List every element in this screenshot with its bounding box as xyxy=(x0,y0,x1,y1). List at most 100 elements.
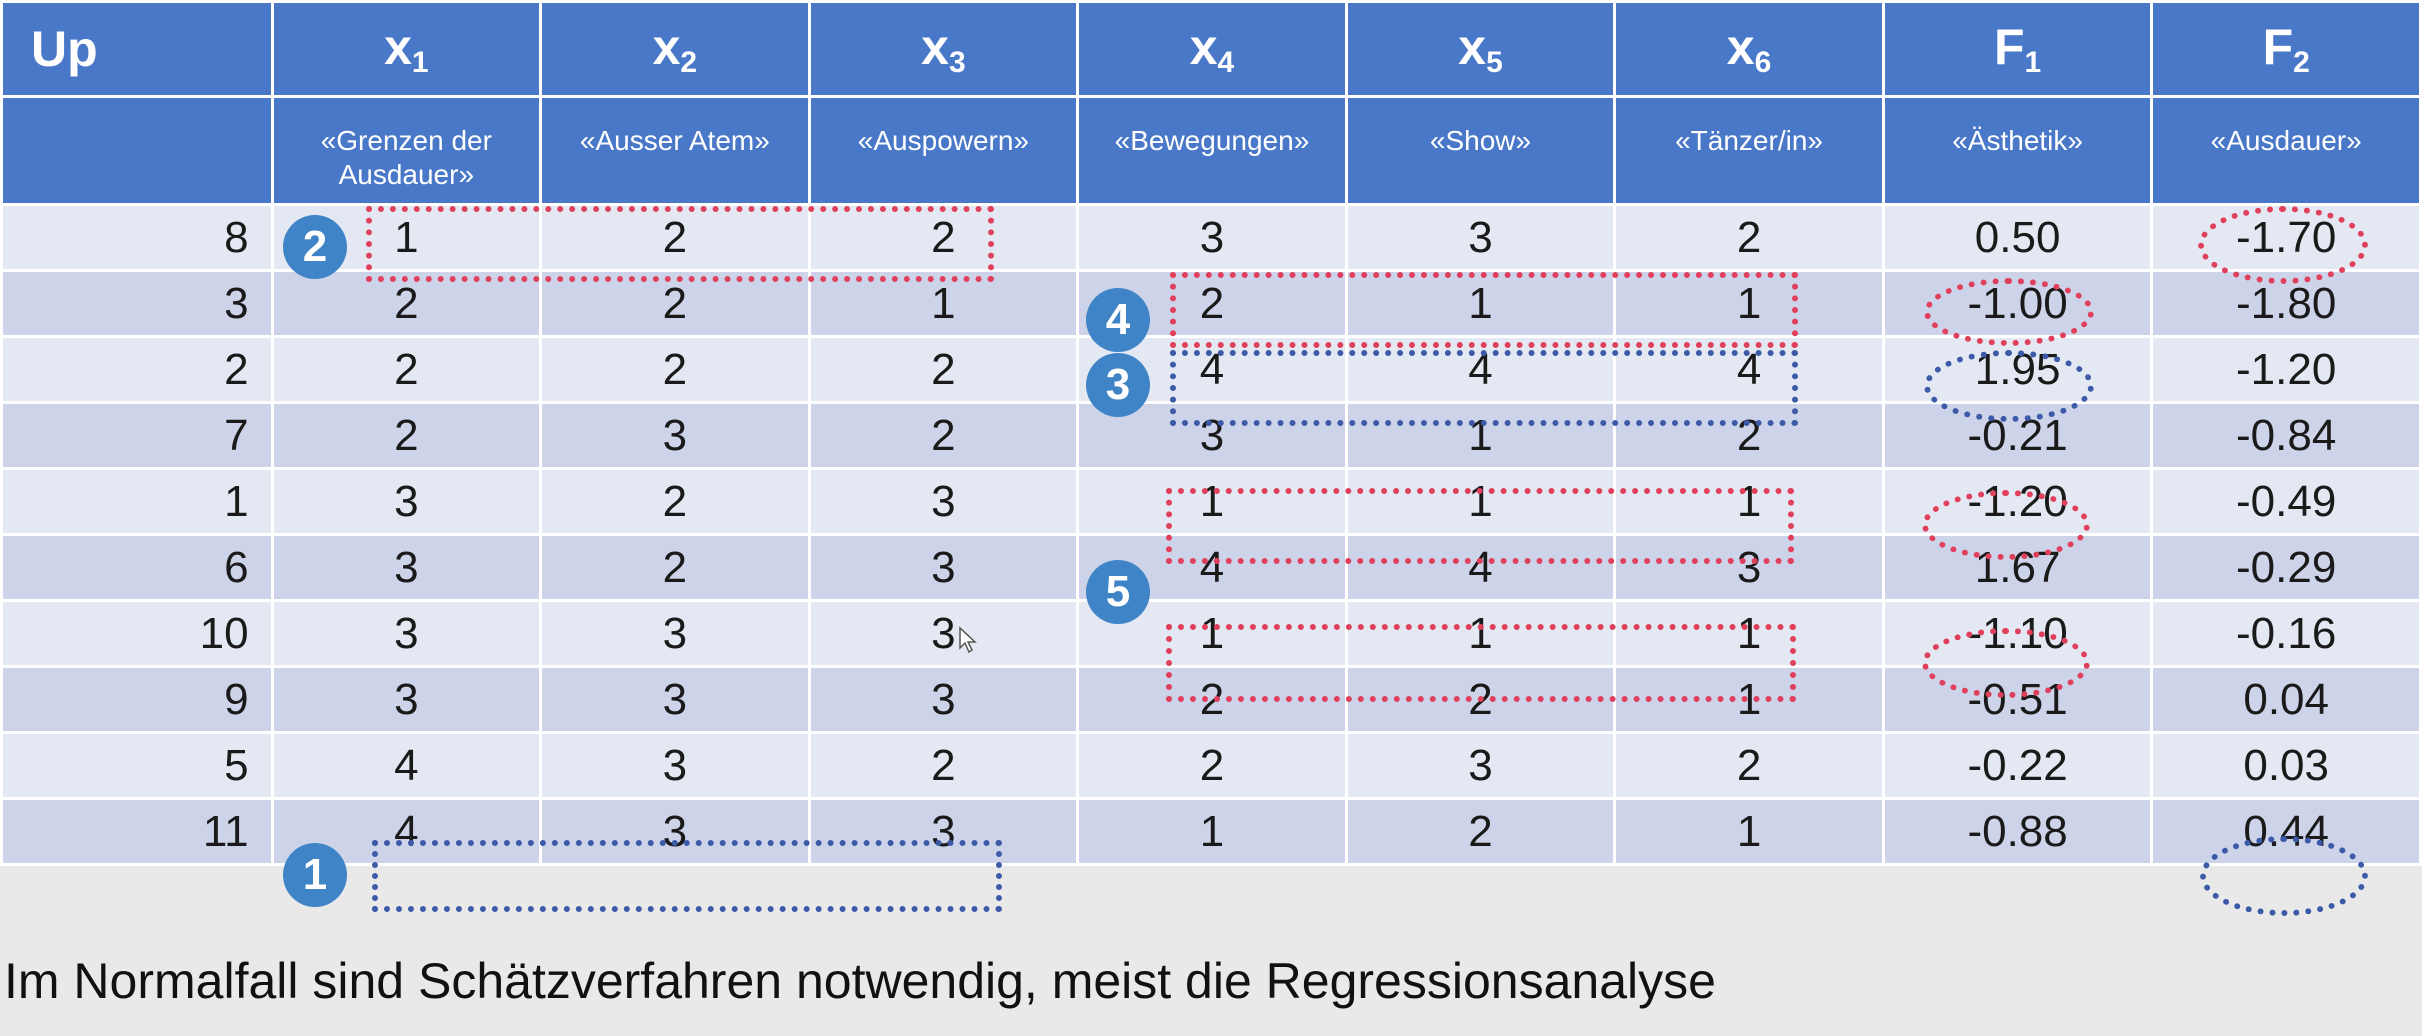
label-up xyxy=(0,95,274,206)
cell-x3: 3 xyxy=(807,599,1080,668)
cell-x5: 4 xyxy=(1344,533,1617,602)
table-row: 5 4 3 2 2 3 2 -0.22 0.03 xyxy=(0,731,2422,800)
cell-f2: -1.20 xyxy=(2150,335,2422,404)
header-x6: x6 xyxy=(1613,0,1885,98)
header-labels-row: «Grenzen der Ausdauer» «Ausser Atem» «Au… xyxy=(0,95,2422,206)
cell-x1: 2 xyxy=(270,335,543,404)
cell-x2: 2 xyxy=(539,335,811,404)
cell-f1: -1.20 xyxy=(1881,467,2154,536)
cell-x6: 1 xyxy=(1613,269,1885,338)
cell-x2: 2 xyxy=(539,269,811,338)
cell-f1: -0.21 xyxy=(1881,401,2154,470)
table-row: 10 3 3 3 1 1 1 -1.10 -0.16 xyxy=(0,599,2422,668)
mouse-pointer-icon xyxy=(959,626,977,654)
cell-x4: 1 xyxy=(1076,797,1348,866)
cell-x6: 4 xyxy=(1613,335,1885,404)
cell-x3: 2 xyxy=(807,335,1080,404)
table-row: 8 1 2 2 3 3 2 0.50 -1.70 xyxy=(0,203,2422,272)
label-f1: «Ästhetik» xyxy=(1881,95,2154,206)
table-row: 2 2 2 2 4 4 4 1.95 -1.20 xyxy=(0,335,2422,404)
cell-x1: 3 xyxy=(270,533,543,602)
cell-x2: 3 xyxy=(539,401,811,470)
cell-x2: 3 xyxy=(539,665,811,734)
cell-x4: 3 xyxy=(1076,203,1348,272)
cell-x1: 2 xyxy=(270,269,543,338)
cell-x6: 2 xyxy=(1613,731,1885,800)
cell-x5: 3 xyxy=(1344,203,1617,272)
step-badge-3: 3 xyxy=(1086,353,1150,417)
header-x4: x4 xyxy=(1076,0,1348,98)
cell-x6: 1 xyxy=(1613,599,1885,668)
cell-x5: 1 xyxy=(1344,599,1617,668)
header-x1: x1 xyxy=(270,0,543,98)
step-badge-1: 1 xyxy=(283,843,347,907)
cell-up: 7 xyxy=(0,401,274,470)
header-x3: x3 xyxy=(807,0,1080,98)
cell-f2: -0.29 xyxy=(2150,533,2422,602)
cell-f2: 0.04 xyxy=(2150,665,2422,734)
cell-f2: -0.16 xyxy=(2150,599,2422,668)
cell-x3: 3 xyxy=(807,533,1080,602)
cell-f2: -0.84 xyxy=(2150,401,2422,470)
cell-x4: 1 xyxy=(1076,467,1348,536)
cell-x6: 1 xyxy=(1613,797,1885,866)
factor-score-table: Up x1 x2 x3 x4 x5 x6 F1 F2 «Grenzen der … xyxy=(0,0,2422,866)
cell-x3: 2 xyxy=(807,203,1080,272)
cell-x1: 3 xyxy=(270,599,543,668)
cell-x5: 1 xyxy=(1344,269,1617,338)
cell-f1: 0.50 xyxy=(1881,203,2154,272)
cell-x6: 2 xyxy=(1613,203,1885,272)
cell-up: 1 xyxy=(0,467,274,536)
cell-x5: 1 xyxy=(1344,401,1617,470)
cell-x2: 3 xyxy=(539,797,811,866)
label-x5: «Show» xyxy=(1344,95,1617,206)
cell-f2: -1.80 xyxy=(2150,269,2422,338)
table-row: 1 3 2 3 1 1 1 -1.20 -0.49 xyxy=(0,467,2422,536)
cell-f2: 0.44 xyxy=(2150,797,2422,866)
cell-f2: -1.70 xyxy=(2150,203,2422,272)
header-up: Up xyxy=(0,0,274,98)
cell-x3: 3 xyxy=(807,467,1080,536)
cell-x1: 3 xyxy=(270,467,543,536)
label-x3: «Auspowern» xyxy=(807,95,1080,206)
cell-x5: 2 xyxy=(1344,665,1617,734)
label-x4: «Bewegungen» xyxy=(1076,95,1348,206)
cell-f1: -1.10 xyxy=(1881,599,2154,668)
header-symbols-row: Up x1 x2 x3 x4 x5 x6 F1 F2 xyxy=(0,0,2422,98)
cell-x3: 1 xyxy=(807,269,1080,338)
table-row: 11 4 3 3 1 2 1 -0.88 0.44 xyxy=(0,797,2422,866)
cell-x3: 2 xyxy=(807,401,1080,470)
table-row: 6 3 2 3 4 4 3 1.67 -0.29 xyxy=(0,533,2422,602)
cell-x6: 2 xyxy=(1613,401,1885,470)
cell-up: 3 xyxy=(0,269,274,338)
cell-x5: 3 xyxy=(1344,731,1617,800)
cell-x3: 2 xyxy=(807,731,1080,800)
cell-x3: 3 xyxy=(807,797,1080,866)
cell-f2: -0.49 xyxy=(2150,467,2422,536)
cell-x4: 2 xyxy=(1076,665,1348,734)
cell-f1: 1.95 xyxy=(1881,335,2154,404)
cell-up: 2 xyxy=(0,335,274,404)
caption-text: Im Normalfall sind Schätzverfahren notwe… xyxy=(4,953,1716,1009)
step-badge-5: 5 xyxy=(1086,560,1150,624)
header-x5: x5 xyxy=(1344,0,1617,98)
header-f1: F1 xyxy=(1881,0,2154,98)
table-row: 3 2 2 1 2 1 1 -1.00 -1.80 xyxy=(0,269,2422,338)
label-x6: «Tänzer/in» xyxy=(1613,95,1885,206)
cell-x4: 3 xyxy=(1076,401,1348,470)
cell-up: 8 xyxy=(0,203,274,272)
cell-x1: 3 xyxy=(270,665,543,734)
cell-x5: 4 xyxy=(1344,335,1617,404)
cell-f1: -0.22 xyxy=(1881,731,2154,800)
cell-f1: -1.00 xyxy=(1881,269,2154,338)
header-x2: x2 xyxy=(539,0,811,98)
header-f2: F2 xyxy=(2150,0,2422,98)
step-badge-2: 2 xyxy=(283,215,347,279)
cell-x2: 2 xyxy=(539,533,811,602)
label-x1: «Grenzen der Ausdauer» xyxy=(270,95,543,206)
cell-x2: 2 xyxy=(539,203,811,272)
label-f2: «Ausdauer» xyxy=(2150,95,2422,206)
cell-f1: 1.67 xyxy=(1881,533,2154,602)
cell-x6: 1 xyxy=(1613,665,1885,734)
cell-x2: 3 xyxy=(539,731,811,800)
